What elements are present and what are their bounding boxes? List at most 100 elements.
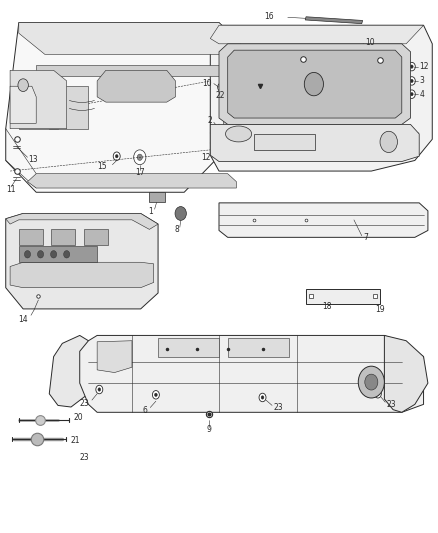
Circle shape: [410, 79, 413, 83]
Circle shape: [408, 90, 415, 99]
Text: 17: 17: [135, 167, 145, 176]
Circle shape: [25, 251, 31, 258]
Text: 13: 13: [28, 155, 38, 164]
Polygon shape: [84, 229, 108, 245]
Text: 23: 23: [80, 399, 89, 408]
Text: 11: 11: [382, 71, 392, 80]
Text: 11: 11: [294, 70, 304, 79]
Text: 19: 19: [376, 305, 385, 314]
Polygon shape: [19, 229, 43, 245]
Text: 1: 1: [148, 207, 153, 216]
Text: 9: 9: [207, 425, 212, 434]
Polygon shape: [6, 214, 158, 229]
Polygon shape: [158, 338, 219, 357]
Circle shape: [218, 83, 225, 92]
Polygon shape: [6, 22, 241, 192]
Text: 10: 10: [202, 79, 212, 88]
Text: 15: 15: [97, 163, 107, 171]
Circle shape: [218, 148, 220, 151]
Text: 16: 16: [264, 12, 274, 21]
Polygon shape: [305, 17, 363, 23]
Circle shape: [304, 72, 323, 96]
Circle shape: [220, 86, 223, 89]
Circle shape: [113, 152, 120, 160]
Polygon shape: [36, 65, 228, 76]
Text: 11: 11: [6, 185, 15, 194]
Polygon shape: [80, 335, 424, 413]
Text: 3: 3: [419, 76, 424, 85]
Text: 12: 12: [419, 62, 429, 71]
Circle shape: [408, 62, 415, 71]
Text: 23: 23: [274, 403, 283, 412]
Circle shape: [377, 392, 379, 395]
Circle shape: [175, 207, 186, 220]
Circle shape: [410, 65, 413, 68]
Text: 23: 23: [79, 453, 89, 462]
Polygon shape: [28, 174, 237, 188]
Circle shape: [38, 251, 44, 258]
Circle shape: [358, 366, 385, 398]
Polygon shape: [210, 124, 419, 161]
Circle shape: [215, 146, 223, 154]
Circle shape: [152, 391, 159, 399]
Polygon shape: [210, 25, 432, 171]
Polygon shape: [223, 76, 232, 128]
Polygon shape: [228, 50, 402, 118]
Text: 18: 18: [322, 302, 332, 311]
Text: 12: 12: [201, 153, 210, 162]
Circle shape: [355, 51, 362, 60]
Polygon shape: [10, 70, 67, 128]
Polygon shape: [97, 341, 132, 373]
Circle shape: [155, 393, 157, 397]
Text: 6: 6: [143, 406, 148, 415]
Polygon shape: [51, 229, 75, 245]
Polygon shape: [149, 192, 165, 202]
Polygon shape: [385, 335, 428, 413]
Ellipse shape: [226, 126, 252, 142]
Polygon shape: [49, 335, 97, 407]
Circle shape: [134, 150, 146, 165]
Text: 2: 2: [207, 116, 212, 125]
Text: 4: 4: [419, 90, 424, 99]
Polygon shape: [6, 214, 158, 309]
Circle shape: [380, 131, 397, 152]
Text: 20: 20: [73, 413, 83, 422]
Circle shape: [357, 54, 360, 57]
Circle shape: [261, 396, 264, 399]
Circle shape: [365, 374, 378, 390]
Polygon shape: [219, 44, 410, 124]
Circle shape: [96, 385, 103, 394]
Polygon shape: [19, 22, 241, 54]
Circle shape: [18, 79, 28, 92]
Text: 8: 8: [174, 225, 179, 234]
Circle shape: [137, 154, 142, 160]
Circle shape: [410, 93, 413, 96]
Text: 5: 5: [247, 74, 252, 83]
Circle shape: [50, 251, 57, 258]
Text: 23: 23: [387, 400, 397, 409]
Polygon shape: [19, 86, 88, 128]
Text: 10: 10: [365, 38, 374, 47]
Circle shape: [64, 251, 70, 258]
Circle shape: [259, 393, 266, 402]
Polygon shape: [10, 86, 36, 123]
Circle shape: [215, 126, 224, 136]
Circle shape: [227, 103, 235, 112]
Text: 21: 21: [70, 436, 80, 445]
Text: 14: 14: [18, 315, 28, 324]
Circle shape: [408, 77, 415, 85]
Polygon shape: [210, 25, 424, 44]
Polygon shape: [306, 289, 380, 304]
Circle shape: [98, 388, 101, 391]
Polygon shape: [254, 134, 315, 150]
Polygon shape: [19, 246, 97, 262]
Polygon shape: [10, 262, 154, 288]
Polygon shape: [219, 203, 428, 237]
Polygon shape: [228, 338, 289, 357]
Circle shape: [115, 155, 118, 158]
Polygon shape: [97, 70, 176, 102]
Circle shape: [374, 390, 381, 398]
Text: 22: 22: [215, 91, 225, 100]
Polygon shape: [49, 76, 58, 128]
Text: 7: 7: [364, 233, 368, 242]
